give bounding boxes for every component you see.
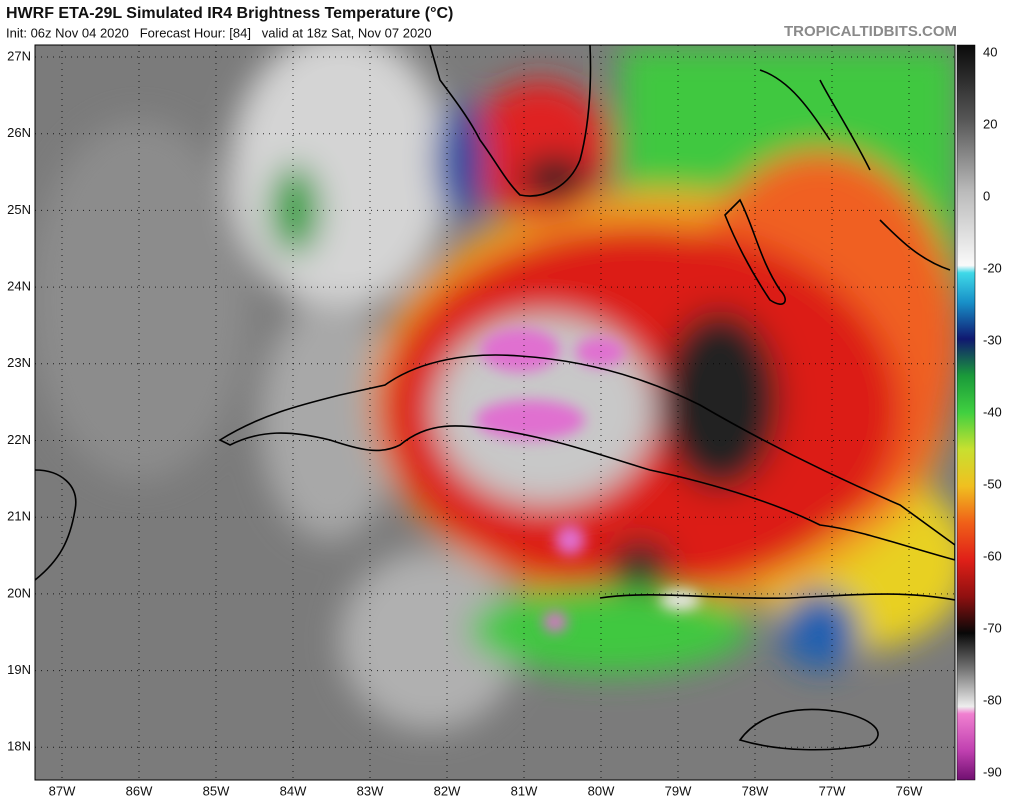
credit: TROPICALTIDBITS.COM — [784, 23, 957, 40]
coastline — [759, 69, 951, 271]
title: HWRF ETA-29L Simulated IR4 Brightness Te… — [6, 5, 453, 22]
lat-label: 20N — [7, 585, 31, 600]
lon-label: 79W — [665, 783, 692, 798]
coastline — [599, 593, 955, 601]
lon-label: 82W — [434, 783, 461, 798]
coastline — [35, 469, 77, 581]
lat-label: 24N — [7, 279, 31, 294]
lat-label: 18N — [7, 739, 31, 754]
lon-label: 86W — [126, 783, 153, 798]
coastline — [218, 354, 955, 561]
coastline — [724, 198, 786, 305]
lon-label: 78W — [742, 783, 769, 798]
colorbar-tick-label: 40 — [983, 44, 997, 59]
coastline — [738, 708, 879, 751]
lat-label: 19N — [7, 662, 31, 677]
map-frame — [34, 44, 956, 781]
colorbar — [956, 44, 976, 781]
lon-label: 80W — [588, 783, 615, 798]
colorbar-tick-label: -80 — [983, 692, 1002, 707]
lat-label: 25N — [7, 202, 31, 217]
satellite-image — [35, 45, 955, 780]
lon-label: 87W — [49, 783, 76, 798]
lat-label: 22N — [7, 432, 31, 447]
colorbar-tick-label: -40 — [983, 404, 1002, 419]
lat-label: 21N — [7, 509, 31, 524]
lat-label: 23N — [7, 355, 31, 370]
colorbar-tick-label: 0 — [983, 188, 990, 203]
colorbar-tick-label: 20 — [983, 116, 997, 131]
colorbar-tick-label: -20 — [983, 260, 1002, 275]
lon-label: 76W — [896, 783, 923, 798]
subtitle: Init: 06z Nov 04 2020 Forecast Hour: [84… — [6, 25, 432, 40]
colorbar-tick-label: -70 — [983, 620, 1002, 635]
colorbar-tick-label: -50 — [983, 476, 1002, 491]
lon-label: 81W — [511, 783, 538, 798]
lat-label: 27N — [7, 48, 31, 63]
colorbar-tick-label: -60 — [983, 548, 1002, 563]
coastline — [429, 45, 592, 197]
colorbar-tick-label: -30 — [983, 332, 1002, 347]
lon-label: 77W — [819, 783, 846, 798]
lon-label: 85W — [203, 783, 230, 798]
lat-label: 26N — [7, 125, 31, 140]
lon-label: 83W — [357, 783, 384, 798]
colorbar-tick-label: -90 — [983, 764, 1002, 779]
lon-label: 84W — [280, 783, 307, 798]
